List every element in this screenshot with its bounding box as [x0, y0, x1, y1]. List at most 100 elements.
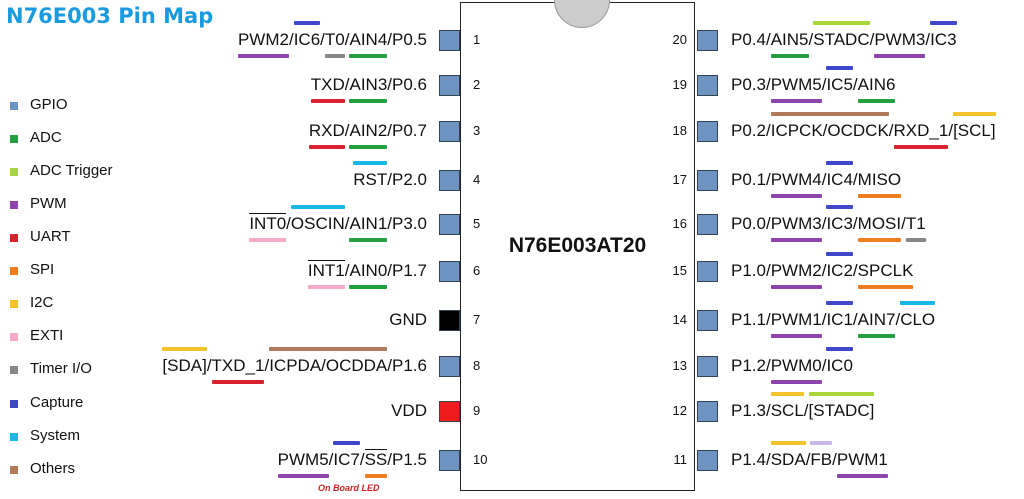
- pin-function: AIN4: [349, 30, 388, 58]
- legend-swatch: [10, 234, 18, 242]
- pin-function: AIN1: [349, 214, 388, 242]
- pin-pad: [439, 261, 460, 282]
- pin-function: IC4: [826, 161, 853, 189]
- pin-label: P1.3/SCL/[STADC]: [731, 392, 875, 421]
- pin-label: P1.4/SDA/FB/PWM1: [731, 441, 888, 478]
- pin-separator: /: [387, 356, 393, 375]
- pin-function: PWM5: [770, 75, 822, 103]
- function-color-bar: [770, 380, 822, 384]
- legend-swatch: [10, 168, 18, 176]
- legend-label: I2C: [30, 294, 54, 311]
- pin-separator: P0.6: [392, 75, 427, 94]
- pin-separator: /: [359, 450, 365, 469]
- pin-label: PWM5/IC7/SS/P1.5: [277, 441, 427, 478]
- pin-function: [STADC]: [808, 392, 875, 420]
- function-color-bar: [770, 334, 822, 338]
- legend-swatch: [10, 433, 18, 441]
- pin-number: 3: [473, 123, 481, 138]
- pin-pad: [697, 214, 718, 235]
- pin-separator: P1.2: [731, 356, 766, 375]
- pin-separator: /: [286, 214, 291, 233]
- pin-separator: /: [808, 30, 814, 49]
- pin-separator: /: [821, 214, 827, 233]
- function-color-bar: [857, 285, 914, 289]
- pin-number: 4: [473, 172, 481, 187]
- legend-swatch: [10, 400, 18, 408]
- pin-separator: /: [387, 75, 393, 94]
- pin-separator: /: [328, 450, 334, 469]
- pin-function: TXD: [310, 75, 345, 103]
- pin-separator: P0.4: [731, 30, 766, 49]
- legend-swatch: [10, 102, 18, 110]
- function-color-bar: [874, 54, 926, 58]
- pin-separator: /: [832, 450, 837, 469]
- pin-function: MISO: [857, 170, 902, 198]
- legend-label: EXTI: [30, 327, 64, 344]
- pin-separator: /: [821, 310, 827, 329]
- pin-number: 8: [473, 358, 481, 373]
- pin-separator: /: [765, 214, 771, 233]
- function-color-bar: [770, 285, 822, 289]
- pin-function: CLO: [900, 301, 936, 329]
- function-color-bar: [211, 380, 265, 384]
- pin-separator: P1.3: [731, 401, 766, 420]
- legend-label: Capture: [30, 394, 84, 411]
- pin-separator: /: [387, 170, 393, 189]
- legend-item: UART: [10, 228, 150, 248]
- pin-separator: /: [387, 450, 393, 469]
- pin-function: PWM2: [770, 261, 822, 289]
- pin-pad: [697, 356, 718, 377]
- pin-label: P0.3/PWM5/IC5/AIN6: [731, 66, 896, 103]
- pin-label: PWM2/IC6/T0/AIN4/P0.5: [237, 21, 427, 58]
- pin-label: VDD: [391, 401, 427, 421]
- pin-function: IC7: [333, 441, 360, 469]
- pin-separator: P0.0: [731, 214, 766, 233]
- pin-function: INT0: [249, 213, 287, 242]
- pin-number: 1: [473, 32, 481, 47]
- pin-separator: P0.7: [392, 121, 427, 140]
- pin-separator: /: [821, 75, 827, 94]
- legend-label: UART: [30, 228, 71, 245]
- pin-label: P0.1/PWM4/IC4/MISO: [731, 161, 902, 198]
- pin-function: STADC: [813, 21, 870, 49]
- pin-separator: /: [206, 356, 212, 375]
- pin-pad: [439, 450, 460, 471]
- legend-label: ADC: [30, 129, 62, 146]
- function-color-bar: [826, 66, 853, 70]
- function-color-bar: [826, 347, 853, 351]
- pin-pad: [697, 75, 718, 96]
- pin-number: 10: [473, 452, 488, 467]
- function-color-bar: [770, 238, 822, 242]
- function-color-bar: [349, 54, 388, 58]
- pin-separator: /: [948, 121, 954, 140]
- function-color-bar: [893, 145, 949, 149]
- pin-separator: /: [821, 170, 827, 189]
- function-color-bar: [857, 194, 902, 198]
- pin-separator: /: [852, 75, 858, 94]
- pin-pad: [697, 170, 718, 191]
- function-color-bar: [249, 238, 287, 242]
- pin-separator: /: [765, 401, 771, 420]
- pin-label: RST/P2.0: [353, 161, 427, 190]
- pin-separator: /: [888, 121, 894, 140]
- pin-function: IC3: [930, 21, 957, 49]
- function-color-bar: [826, 205, 853, 209]
- pin-function: PWM1: [770, 310, 822, 338]
- function-color-bar: [770, 54, 809, 58]
- function-color-bar: [353, 161, 388, 165]
- function-color-bar: [277, 474, 329, 478]
- pin-separator: P1.6: [392, 356, 427, 375]
- legend-item: SPI: [10, 261, 150, 281]
- pin-function: SDA: [770, 441, 806, 469]
- pin-pad: [697, 261, 718, 282]
- pin-label: P0.4/AIN5/STADC/PWM3/IC3: [731, 21, 957, 58]
- function-color-bar: [905, 238, 926, 242]
- pin-function: PWM2: [237, 30, 289, 58]
- pin-separator: /: [765, 30, 771, 49]
- led-note: On Board LED: [318, 483, 380, 493]
- legend-item: Others: [10, 460, 150, 480]
- function-color-bar: [349, 238, 388, 242]
- pin-separator: VDD: [391, 401, 427, 420]
- pin-separator: P1.4: [731, 450, 766, 469]
- pin-separator: /: [852, 310, 858, 329]
